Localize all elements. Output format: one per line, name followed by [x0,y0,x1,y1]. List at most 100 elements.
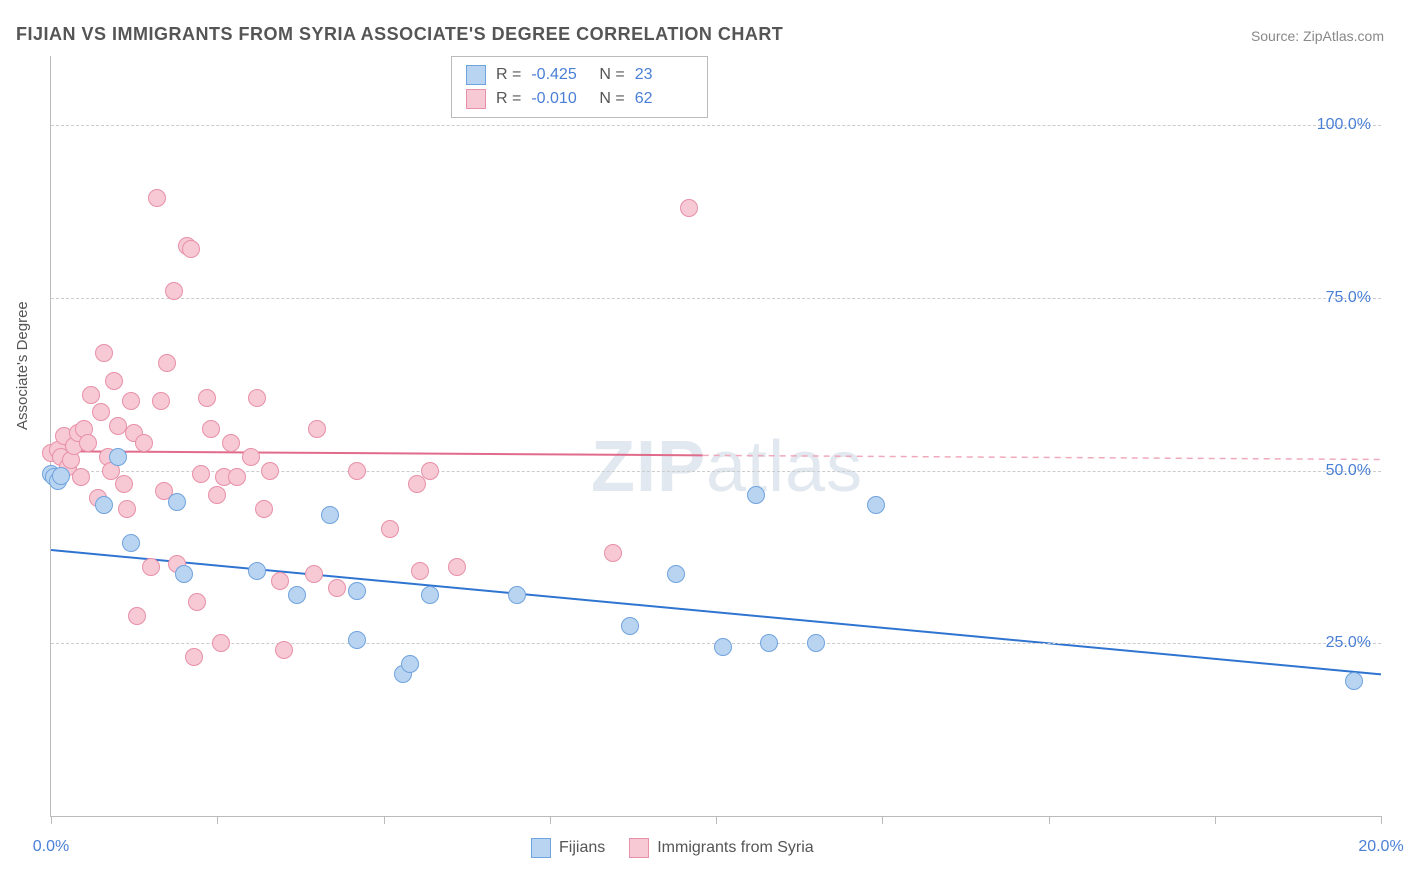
scatter-point [348,631,366,649]
correlation-row: R =-0.010N =62 [466,87,693,111]
scatter-point [148,189,166,207]
y-axis-label: Associate's Degree [14,301,31,430]
gridline-h [51,471,1381,472]
y-tick-label: 100.0% [1317,116,1371,134]
scatter-point [208,486,226,504]
chart-plot-area: ZIPatlas R =-0.425N =23R =-0.010N =62 Fi… [50,56,1381,817]
legend-label: Fijians [559,839,605,857]
legend: Fijians Immigrants from Syria [531,838,814,858]
scatter-point [122,392,140,410]
scatter-point [222,434,240,452]
scatter-point [92,403,110,421]
y-tick-label: 50.0% [1326,462,1371,480]
scatter-point [242,448,260,466]
scatter-point [411,562,429,580]
x-tick [384,816,385,824]
correlation-r-label: R = [496,66,521,84]
scatter-point [175,565,193,583]
correlation-r-value: -0.425 [531,66,589,84]
scatter-point [72,468,90,486]
x-tick-label: 20.0% [1358,838,1403,856]
scatter-point [182,240,200,258]
x-tick [716,816,717,824]
x-tick [1381,816,1382,824]
regression-lines-layer [51,56,1381,816]
gridline-h [51,125,1381,126]
regression-line [51,451,703,455]
scatter-point [95,496,113,514]
scatter-point [621,617,639,635]
source-label: Source: ZipAtlas.com [1251,28,1384,44]
y-tick-label: 75.0% [1326,289,1371,307]
correlation-n-label: N = [599,66,624,84]
legend-swatch [629,838,649,858]
x-tick [550,816,551,824]
scatter-point [867,496,885,514]
scatter-point [79,434,97,452]
scatter-point [248,389,266,407]
scatter-point [135,434,153,452]
scatter-point [381,520,399,538]
scatter-point [1345,672,1363,690]
correlation-r-label: R = [496,90,521,108]
correlation-n-value: 23 [635,66,693,84]
correlation-box: R =-0.425N =23R =-0.010N =62 [451,56,708,118]
scatter-point [198,389,216,407]
legend-item: Fijians [531,838,605,858]
scatter-point [275,641,293,659]
scatter-point [52,467,70,485]
chart-title: FIJIAN VS IMMIGRANTS FROM SYRIA ASSOCIAT… [16,24,783,45]
scatter-point [348,462,366,480]
scatter-point [421,462,439,480]
scatter-point [348,582,366,600]
scatter-point [680,199,698,217]
legend-label: Immigrants from Syria [657,839,813,857]
scatter-point [192,465,210,483]
scatter-point [228,468,246,486]
scatter-point [142,558,160,576]
correlation-swatch [466,65,486,85]
x-tick [51,816,52,824]
scatter-point [714,638,732,656]
watermark-rest: atlas [706,427,863,507]
scatter-point [109,448,127,466]
y-tick-label: 25.0% [1326,634,1371,652]
scatter-point [105,372,123,390]
scatter-point [261,462,279,480]
scatter-point [328,579,346,597]
scatter-point [95,344,113,362]
scatter-point [109,417,127,435]
scatter-point [248,562,266,580]
scatter-point [288,586,306,604]
correlation-swatch [466,89,486,109]
watermark: ZIPatlas [591,426,863,508]
scatter-point [82,386,100,404]
x-tick [882,816,883,824]
scatter-point [401,655,419,673]
scatter-point [604,544,622,562]
correlation-n-value: 62 [635,90,693,108]
scatter-point [212,634,230,652]
scatter-point [115,475,133,493]
scatter-point [165,282,183,300]
regression-line-dashed [703,455,1381,459]
x-tick [1049,816,1050,824]
scatter-point [188,593,206,611]
scatter-point [168,493,186,511]
x-tick [1215,816,1216,824]
scatter-point [807,634,825,652]
scatter-point [255,500,273,518]
scatter-point [760,634,778,652]
scatter-point [421,586,439,604]
watermark-bold: ZIP [591,427,706,507]
scatter-point [122,534,140,552]
correlation-r-value: -0.010 [531,90,589,108]
scatter-point [158,354,176,372]
scatter-point [448,558,466,576]
scatter-point [152,392,170,410]
scatter-point [202,420,220,438]
scatter-point [305,565,323,583]
scatter-point [308,420,326,438]
x-tick-label: 0.0% [33,838,69,856]
scatter-point [321,506,339,524]
